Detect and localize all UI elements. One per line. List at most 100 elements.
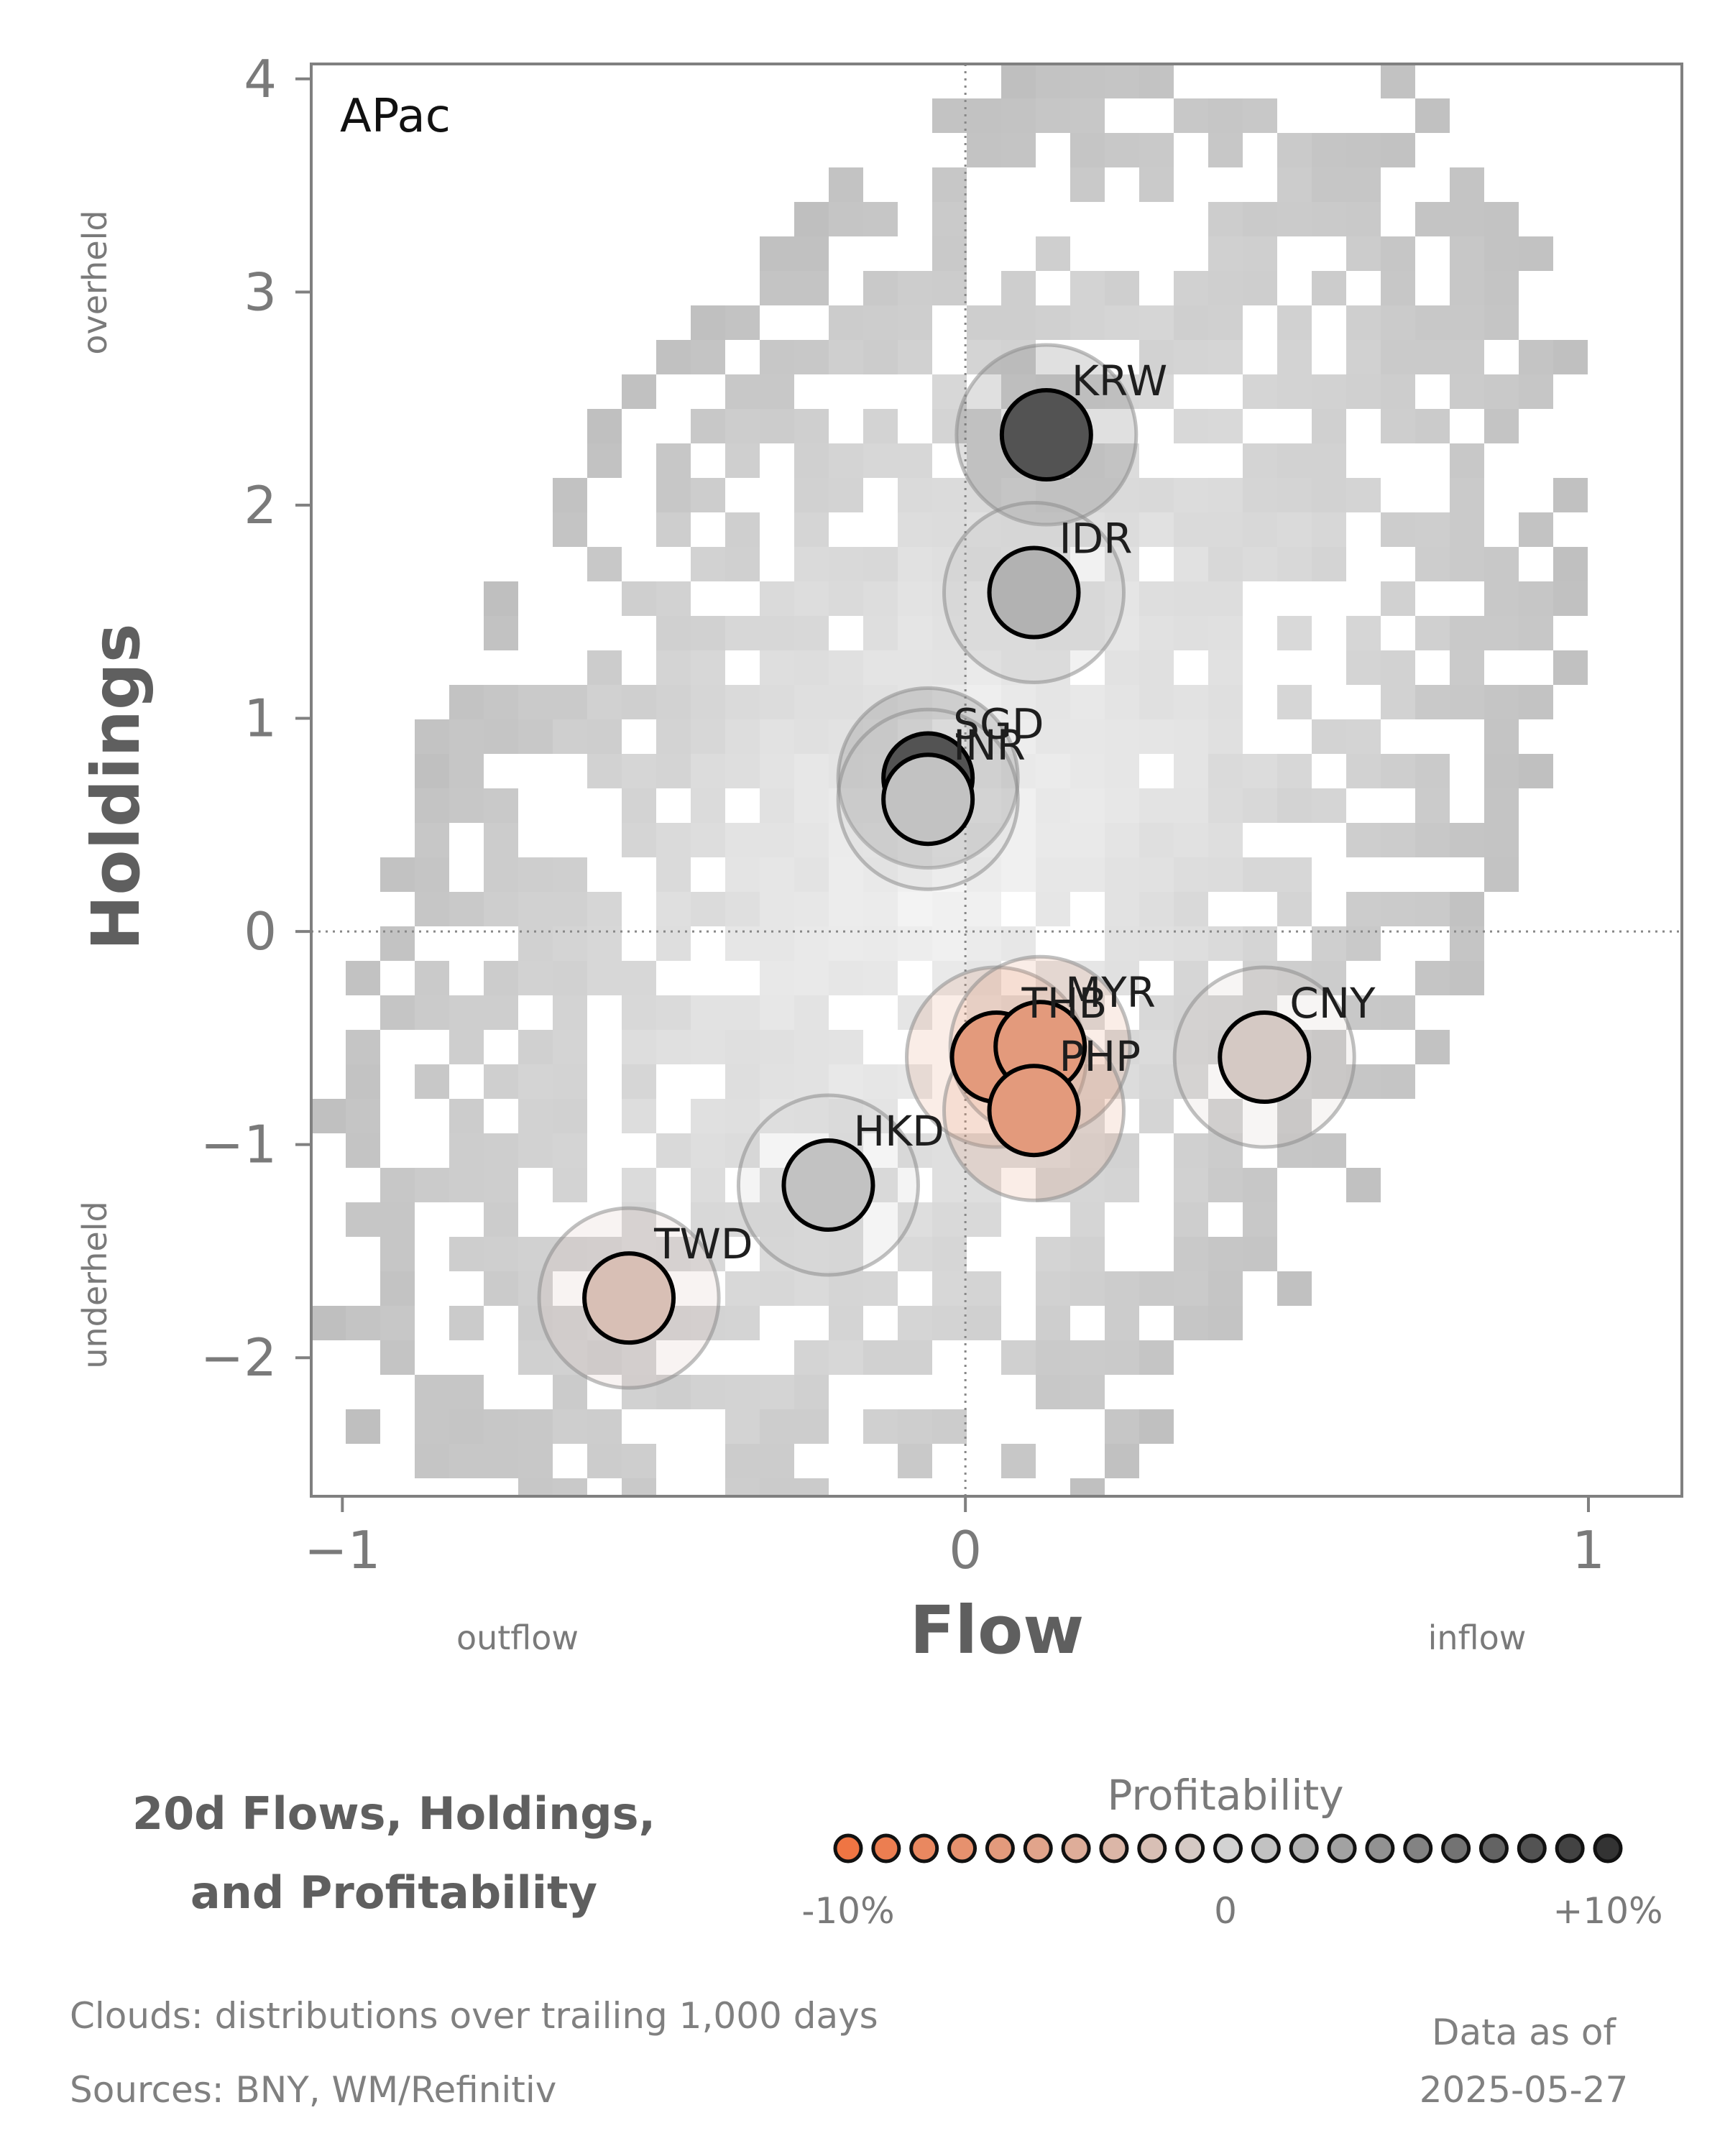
density-cell — [829, 685, 863, 719]
density-cell — [725, 1444, 760, 1478]
density-cell — [863, 581, 898, 616]
point-cny — [1218, 1010, 1312, 1105]
y-annotation-underheld: underheld — [75, 1201, 114, 1368]
density-cell — [622, 374, 656, 409]
density-cell — [1484, 581, 1519, 616]
density-cell — [932, 1237, 967, 1271]
density-cell — [932, 478, 967, 512]
density-cell — [1105, 512, 1139, 547]
density-cloud — [311, 64, 1588, 1496]
density-cell — [1519, 340, 1553, 374]
density-cell — [829, 1030, 863, 1064]
density-cell — [415, 1409, 449, 1444]
density-cell — [1346, 719, 1381, 754]
density-cell — [1105, 133, 1139, 167]
density-cell — [553, 478, 587, 512]
density-cell — [794, 1478, 829, 1496]
density-cell — [1139, 64, 1174, 98]
density-cell — [932, 1202, 967, 1237]
density-cell — [1208, 340, 1243, 374]
density-cell — [760, 857, 794, 892]
density-cell — [587, 650, 622, 685]
density-cell — [794, 857, 829, 892]
x-annotation-outflow: outflow — [456, 1618, 579, 1657]
density-cell — [967, 305, 1001, 340]
density-cell — [1277, 616, 1312, 650]
density-cell — [1139, 512, 1174, 547]
density-cell — [1208, 650, 1243, 685]
density-cell — [553, 1375, 587, 1409]
density-cell — [1243, 754, 1277, 788]
density-cell — [725, 1375, 760, 1409]
density-cell — [656, 823, 691, 857]
density-cell — [1208, 409, 1243, 443]
density-cell — [484, 616, 518, 650]
density-cell — [760, 892, 794, 926]
density-cell — [1174, 961, 1208, 995]
density-cell — [415, 1375, 449, 1409]
point-label-thb: THB — [1021, 979, 1108, 1028]
colorbar-tick-low: -10% — [801, 1890, 894, 1932]
density-cell — [932, 1168, 967, 1202]
density-cell — [1415, 305, 1450, 340]
density-cell — [656, 857, 691, 892]
density-cell — [1381, 995, 1415, 1030]
density-cell — [656, 616, 691, 650]
density-cell — [553, 961, 587, 995]
colorbar-swatch — [871, 1833, 901, 1864]
density-cell — [1415, 409, 1450, 443]
density-cell — [553, 892, 587, 926]
density-cell — [1381, 340, 1415, 374]
density-cell — [518, 1030, 553, 1064]
density-cell — [622, 581, 656, 616]
y-axis-title: Holdings — [78, 623, 155, 950]
density-cell — [1346, 754, 1381, 788]
density-cell — [1105, 685, 1139, 719]
y-annotation-overheld: overheld — [75, 210, 114, 354]
density-cell — [1174, 98, 1208, 133]
density-cell — [622, 1444, 656, 1478]
density-cell — [725, 1271, 760, 1306]
density-cell — [380, 1168, 415, 1202]
density-cell — [794, 1271, 829, 1306]
density-cell — [1208, 1306, 1243, 1340]
density-cell — [656, 754, 691, 788]
density-cell — [1105, 64, 1139, 98]
density-cell — [794, 823, 829, 857]
density-cell — [932, 1271, 967, 1306]
density-cell — [898, 340, 932, 374]
point-inr — [881, 752, 975, 847]
density-cell — [725, 1099, 760, 1133]
density-cell — [794, 340, 829, 374]
density-cell — [1312, 1064, 1346, 1099]
density-cell — [1243, 236, 1277, 271]
density-cell — [932, 236, 967, 271]
density-cell — [1070, 64, 1105, 98]
density-cell — [1070, 823, 1105, 857]
density-cell — [898, 1340, 932, 1375]
density-cell — [484, 1168, 518, 1202]
density-cell — [1450, 236, 1484, 271]
density-cell — [829, 1271, 863, 1306]
density-cell — [725, 547, 760, 581]
density-cell — [760, 1375, 794, 1409]
density-cell — [553, 1409, 587, 1444]
density-cell — [794, 616, 829, 650]
density-cell — [725, 1306, 760, 1340]
density-cell — [1381, 754, 1415, 788]
density-cell — [518, 685, 553, 719]
density-cell — [794, 754, 829, 788]
density-cell — [1001, 271, 1036, 305]
density-cell — [760, 788, 794, 823]
density-cell — [1346, 202, 1381, 236]
density-cell — [829, 650, 863, 685]
density-cell — [1277, 892, 1312, 926]
density-cell — [1519, 616, 1553, 650]
density-cell — [760, 1271, 794, 1306]
density-cell — [725, 305, 760, 340]
density-cell — [1001, 857, 1036, 892]
density-cell — [656, 995, 691, 1030]
point-label-twd: TWD — [653, 1220, 753, 1268]
density-cell — [760, 1409, 794, 1444]
density-cell — [1036, 236, 1070, 271]
